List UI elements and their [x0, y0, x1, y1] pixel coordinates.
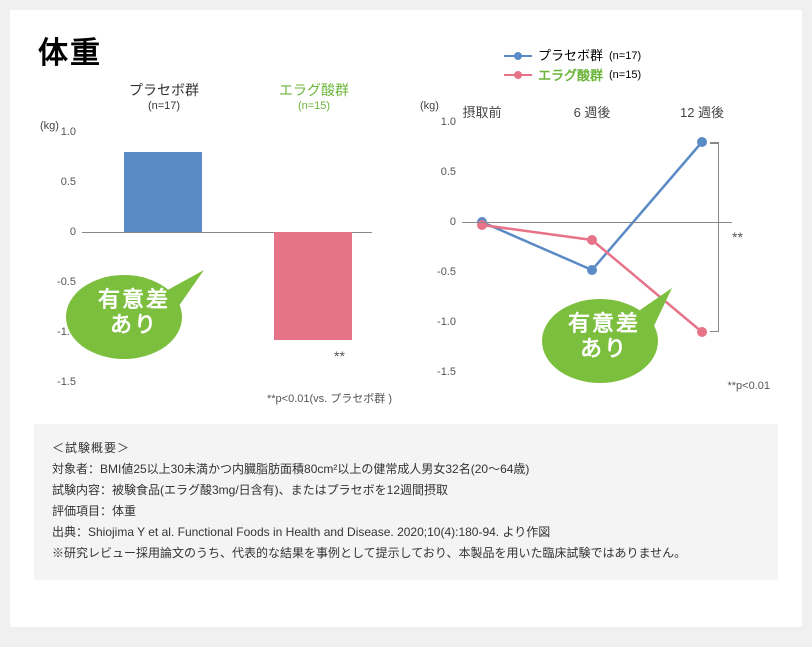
desc-lines: 対象者：BMI値25以上30未満かつ内臓脂肪面積80cm²以上の健常成人男女32…	[52, 459, 760, 564]
legend-name: エラグ酸群	[538, 66, 603, 86]
bar-col-sub: (n=15)	[254, 100, 374, 114]
series-marker	[587, 235, 597, 245]
desc-line: 出典：Shiojima Y et al. Functional Foods in…	[52, 522, 760, 543]
desc-line: 対象者：BMI値25以上30未満かつ内臓脂肪面積80cm²以上の健常成人男女32…	[52, 459, 760, 480]
y-tick: 1.0	[38, 126, 76, 138]
series-line	[482, 142, 702, 270]
legend-n: (n=17)	[609, 48, 641, 65]
page-title: 体重	[38, 28, 778, 72]
legend-swatch	[504, 74, 532, 76]
desc-heading: ＜試験概要＞	[52, 438, 760, 459]
desc-line: 評価項目：体重	[52, 501, 760, 522]
x-tick: 12 週後	[680, 102, 724, 121]
line-svg	[462, 122, 732, 372]
y-tick: 0.5	[38, 176, 76, 188]
y-tick: -1.0	[38, 326, 76, 338]
y-tick: 1.0	[418, 116, 456, 128]
zero-line	[462, 222, 732, 223]
legend-swatch	[504, 55, 532, 57]
y-tick: 0	[418, 216, 456, 228]
sig-mark: **	[334, 348, 345, 364]
line-legend: プラセボ群 (n=17) エラグ酸群 (n=15)	[504, 46, 641, 85]
bar-col-label-ellagic: エラグ酸群 (n=15)	[254, 82, 374, 113]
card: 体重 (kg) プラセボ群 (n=17) エラグ酸群 (n=15) 1.00.5…	[10, 10, 802, 627]
legend-name: プラセボ群	[538, 46, 603, 66]
bar-footnote: **p<0.01(vs. プラセボ群 )	[267, 390, 392, 406]
bar-chart: (kg) プラセボ群 (n=17) エラグ酸群 (n=15) 1.00.50-0…	[34, 78, 394, 418]
x-tick: 摂取前	[462, 102, 501, 121]
desc-line: ※研究レビュー採用論文のうち、代表的な結果を事例として提示しており、本製品を用い…	[52, 543, 760, 564]
bar-plot: 1.00.50-0.5-1.0-1.5	[82, 132, 372, 382]
legend-n: (n=15)	[609, 67, 641, 84]
legend-row-placebo: プラセボ群 (n=17)	[504, 46, 641, 66]
y-tick: -0.5	[38, 276, 76, 288]
bar-col-label-text: プラセボ群	[129, 82, 199, 98]
desc-line: 試験内容：被験食品(エラグ酸3mg/日含有)、またはプラセボを12週間摂取	[52, 480, 760, 501]
y-tick: -1.5	[38, 376, 76, 388]
bar	[124, 152, 202, 232]
sig-mark: **	[732, 229, 743, 245]
line-footnote: **p<0.01	[727, 380, 770, 392]
bar-col-sub: (n=17)	[104, 100, 224, 114]
legend-row-ellagic: エラグ酸群 (n=15)	[504, 66, 641, 86]
sig-bracket	[718, 142, 719, 332]
bar-col-label-placebo: プラセボ群 (n=17)	[104, 82, 224, 113]
y-tick: 0	[38, 226, 76, 238]
description-box: ＜試験概要＞ 対象者：BMI値25以上30未満かつ内臓脂肪面積80cm²以上の健…	[34, 424, 778, 580]
series-marker	[587, 265, 597, 275]
line-y-unit: (kg)	[420, 100, 439, 112]
line-chart: プラセボ群 (n=17) エラグ酸群 (n=15) (kg) 1.00.50-0…	[414, 78, 774, 418]
bar	[274, 232, 352, 340]
y-tick: -0.5	[418, 266, 456, 278]
y-tick: 0.5	[418, 166, 456, 178]
series-marker	[697, 137, 707, 147]
line-plot: 1.00.50-0.5-1.0-1.5**	[462, 122, 732, 372]
series-marker	[697, 327, 707, 337]
y-tick: -1.0	[418, 316, 456, 328]
bar-col-label-text: エラグ酸群	[279, 82, 349, 98]
bar-header: プラセボ群 (n=17) エラグ酸群 (n=15)	[34, 78, 394, 122]
y-tick: -1.5	[418, 366, 456, 378]
x-tick: 6 週後	[574, 102, 611, 121]
charts-row: (kg) プラセボ群 (n=17) エラグ酸群 (n=15) 1.00.50-0…	[34, 78, 778, 418]
